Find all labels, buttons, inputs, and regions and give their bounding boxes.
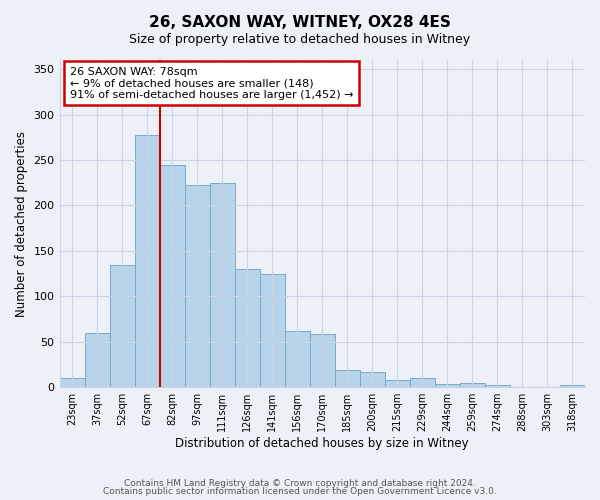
Text: Contains public sector information licensed under the Open Government Licence v3: Contains public sector information licen… (103, 487, 497, 496)
Bar (235, 269, 260, 387)
Bar (85, 332, 110, 387)
Bar (485, 386, 510, 387)
Bar (134, 136, 160, 387)
Bar (435, 384, 460, 387)
Bar (185, 186, 209, 387)
Bar (410, 378, 435, 387)
Bar (285, 331, 310, 387)
Bar (360, 372, 385, 387)
Text: Contains HM Land Registry data © Crown copyright and database right 2024.: Contains HM Land Registry data © Crown c… (124, 478, 476, 488)
Bar (110, 264, 134, 387)
Text: Size of property relative to detached houses in Witney: Size of property relative to detached ho… (130, 32, 470, 46)
Bar (310, 334, 335, 387)
Bar (385, 380, 410, 387)
Bar (335, 370, 360, 387)
Bar (260, 274, 285, 387)
X-axis label: Distribution of detached houses by size in Witney: Distribution of detached houses by size … (175, 437, 469, 450)
Bar (560, 386, 585, 387)
Bar (160, 164, 185, 387)
Text: 26, SAXON WAY, WITNEY, OX28 4ES: 26, SAXON WAY, WITNEY, OX28 4ES (149, 15, 451, 30)
Text: 26 SAXON WAY: 78sqm
← 9% of detached houses are smaller (148)
91% of semi-detach: 26 SAXON WAY: 78sqm ← 9% of detached hou… (70, 66, 353, 100)
Bar (59, 378, 85, 387)
Bar (209, 182, 235, 387)
Y-axis label: Number of detached properties: Number of detached properties (15, 130, 28, 316)
Bar (460, 382, 485, 387)
